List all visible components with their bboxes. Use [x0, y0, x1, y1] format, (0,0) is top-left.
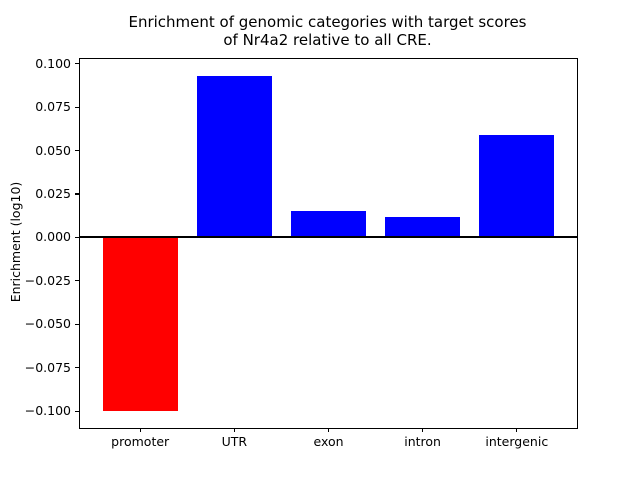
y-tick-label: 0.050: [35, 142, 71, 158]
y-tick-label: −0.025: [24, 272, 71, 288]
y-tick-mark: [75, 367, 79, 369]
chart-title-line-1: Enrichment of genomic categories with ta…: [128, 13, 527, 31]
y-tick-label: −0.050: [24, 316, 71, 332]
y-tick-label: 0.075: [35, 99, 71, 115]
plot-area: 0.100 0.075 0.050 0.025 0.000 −0.025 −0.050 −0.…: [25, 56, 578, 449]
x-tick-mark: [327, 428, 330, 432]
bar-UTR: [196, 75, 272, 238]
x-tick-mark: [233, 428, 235, 432]
chart-title-line-2: of Nr4a2 relative to all CRE.: [223, 31, 432, 49]
y-tick-mark: [75, 63, 79, 65]
y-tick-mark: [75, 236, 79, 238]
y-tick-label: 0.025: [35, 186, 71, 201]
y-tick-mark: [75, 106, 79, 108]
bar-intergenic: [479, 134, 555, 238]
y-tick-mark: [75, 323, 79, 325]
zero-line: [80, 236, 577, 239]
chart-title: Enrichment of genomic categories with ta…: [79, 13, 576, 49]
y-tick-mark: [75, 193, 79, 195]
y-tick-label: −0.075: [24, 359, 71, 375]
bar-promoter: [102, 237, 178, 412]
bar-exon: [290, 211, 367, 238]
bar-intron: [385, 216, 461, 238]
x-tick-label-intron: intron: [404, 434, 441, 449]
x-tick-mark: [422, 428, 424, 432]
x-tick-label-promoter: promoter: [111, 434, 170, 449]
y-tick-label: 0.000: [35, 229, 71, 245]
x-tick-label-exon: exon: [313, 434, 344, 449]
y-tick-label: −0.100: [24, 403, 71, 419]
x-tick-mark: [516, 428, 518, 432]
x-tick-label-UTR: UTR: [221, 434, 248, 449]
y-tick-mark: [75, 410, 79, 412]
y-tick-label: 0.100: [35, 55, 71, 71]
x-tick-mark: [139, 428, 141, 432]
y-tick-mark: [75, 280, 79, 282]
x-tick-label-intergenic: intergenic: [485, 434, 549, 449]
y-tick-mark: [75, 150, 79, 152]
